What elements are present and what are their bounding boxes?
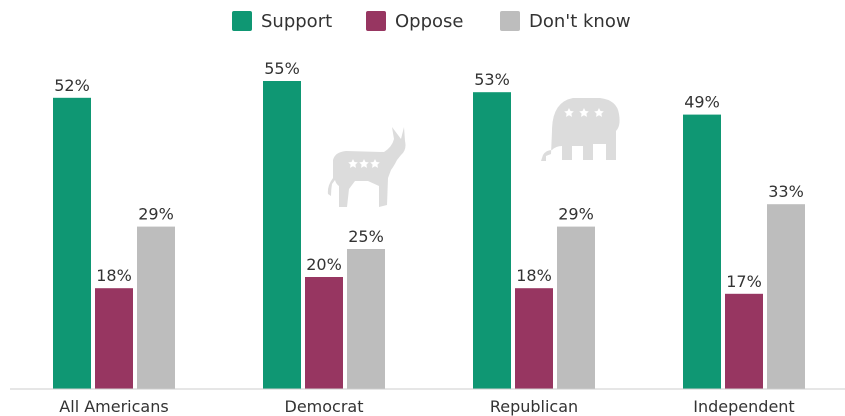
democrat-donkey-icon	[327, 127, 406, 207]
value-label-independent-oppose: 17%	[726, 272, 762, 291]
bar-republican-support	[473, 92, 511, 389]
bar-all-americans-oppose	[95, 288, 133, 389]
category-label-democrat: Democrat	[285, 397, 364, 416]
legend-item-support: Support	[232, 8, 332, 34]
bar-independent-oppose	[725, 293, 763, 389]
value-labels-group: 52% 18% 29% 55% 20% 25% 53% 18% 29% 49% 17% 33%	[54, 59, 804, 291]
value-label-republican-don-t-know: 29%	[558, 205, 594, 224]
legend-label-support: Support	[261, 10, 333, 32]
republican-elephant-icon	[541, 98, 620, 161]
legend-item-oppose: Oppose	[366, 8, 463, 34]
legend: Support Oppose Don't know	[0, 8, 845, 34]
bar-republican-don-t-know	[557, 226, 595, 389]
legend-swatch-support	[232, 11, 252, 31]
category-label-all-americans: All Americans	[59, 397, 168, 416]
category-labels-group: All Americans Democrat Republican Independe…	[59, 397, 794, 416]
bars-group	[53, 81, 805, 390]
bar-democrat-support	[263, 81, 301, 389]
value-label-all-americans-support: 52%	[54, 76, 90, 95]
bar-democrat-don-t-know	[347, 249, 385, 389]
value-label-republican-oppose: 18%	[516, 266, 552, 285]
value-label-republican-support: 53%	[474, 70, 510, 89]
value-label-democrat-support: 55%	[264, 59, 300, 78]
legend-label-oppose: Oppose	[395, 10, 464, 32]
bar-independent-don-t-know	[767, 204, 805, 389]
value-label-independent-don-t-know: 33%	[768, 182, 804, 201]
value-label-democrat-oppose: 20%	[306, 255, 342, 274]
value-label-independent-support: 49%	[684, 93, 720, 112]
category-label-republican: Republican	[490, 397, 578, 416]
category-label-independent: Independent	[693, 397, 794, 416]
legend-swatch-oppose	[366, 11, 386, 31]
value-label-all-americans-don-t-know: 29%	[138, 205, 174, 224]
bar-democrat-oppose	[305, 277, 343, 389]
legend-item-dont-know: Don't know	[500, 8, 631, 34]
bar-independent-support	[683, 114, 721, 389]
bar-all-americans-support	[53, 97, 91, 390]
value-label-all-americans-oppose: 18%	[96, 266, 132, 285]
value-label-democrat-don-t-know: 25%	[348, 227, 384, 246]
legend-label-dont-know: Don't know	[529, 10, 631, 32]
legend-swatch-dont-know	[500, 11, 520, 31]
bar-all-americans-don-t-know	[137, 226, 175, 389]
bar-republican-oppose	[515, 288, 553, 389]
